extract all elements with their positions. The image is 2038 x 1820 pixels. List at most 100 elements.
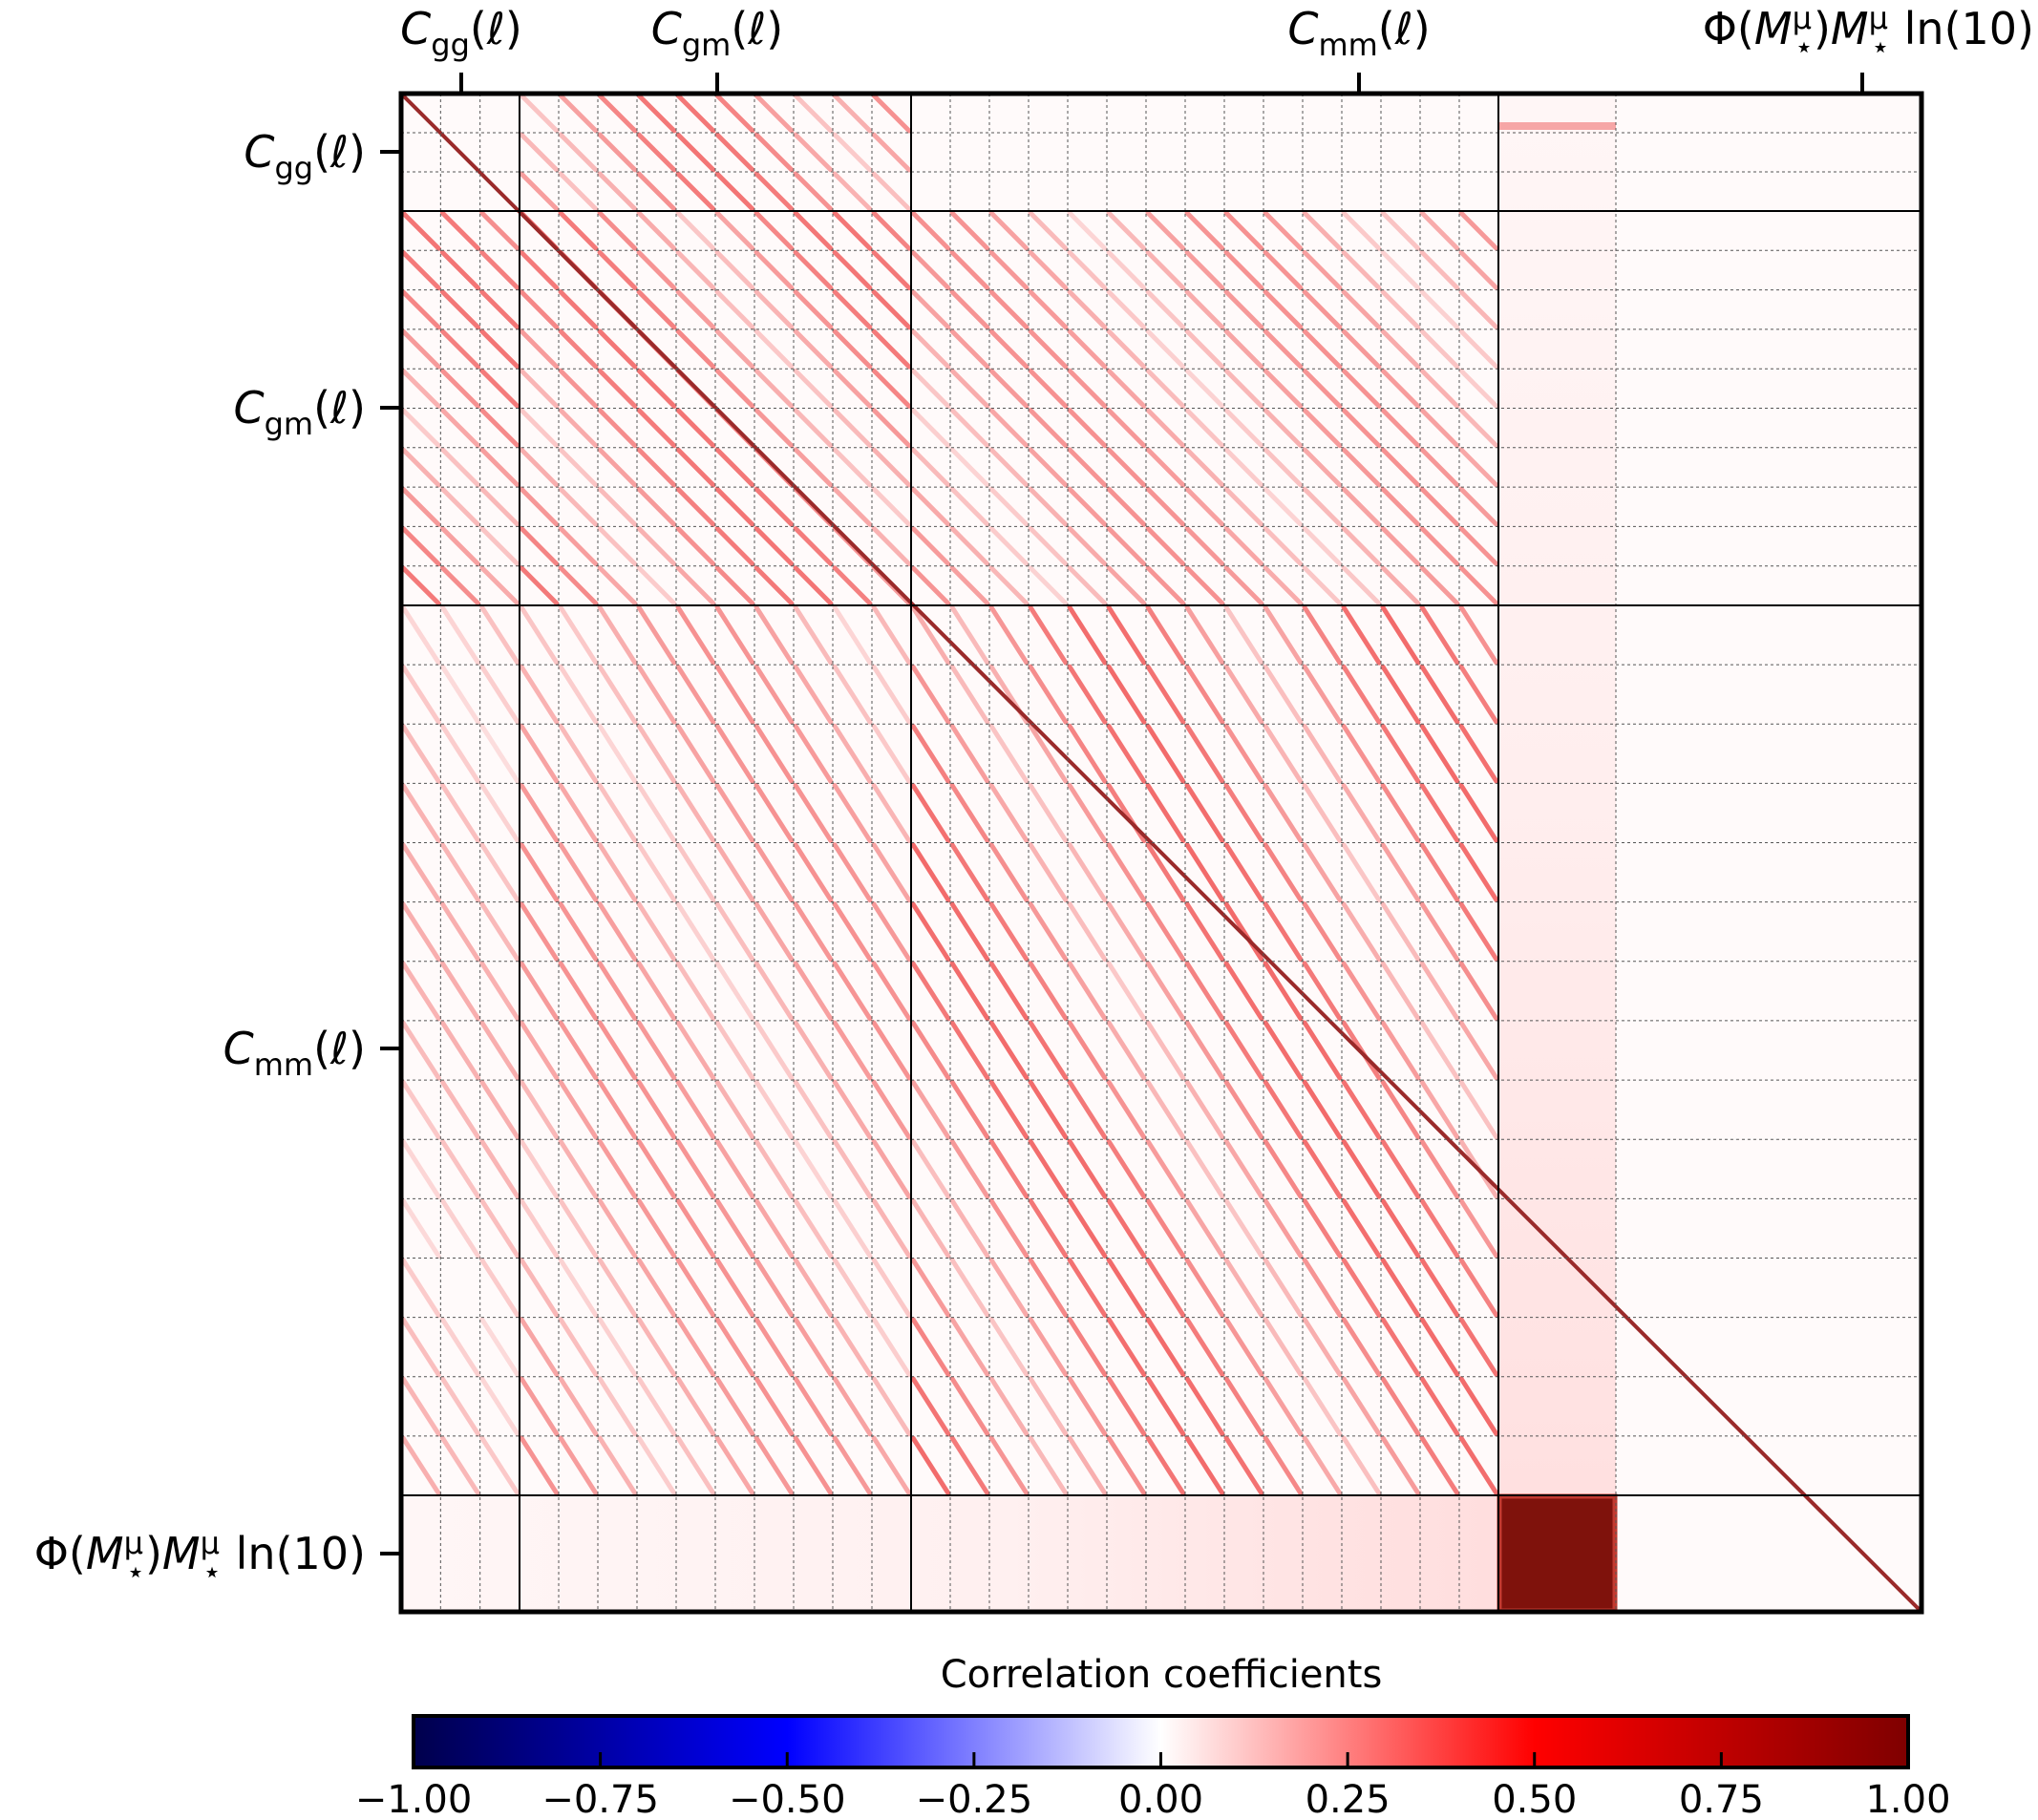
stripe	[714, 289, 755, 330]
stripe	[558, 901, 599, 963]
stripe	[1419, 1376, 1460, 1437]
stripe	[871, 486, 912, 527]
stripe	[1106, 1197, 1147, 1259]
stripe	[832, 210, 873, 251]
stripe	[597, 842, 638, 903]
stripe	[1067, 1376, 1108, 1437]
stripe	[597, 664, 638, 725]
stripe	[1106, 447, 1147, 488]
stripe	[871, 368, 912, 409]
stripe	[1106, 1079, 1147, 1140]
stripe	[832, 1138, 873, 1199]
stripe	[871, 1435, 912, 1496]
stripe	[1341, 289, 1382, 330]
stripe	[1145, 328, 1186, 370]
stripe	[1145, 1317, 1186, 1378]
stripe	[1341, 961, 1382, 1022]
stripe	[1263, 447, 1304, 488]
stripe	[871, 289, 912, 330]
stripe	[1184, 447, 1225, 488]
stripe	[1067, 1079, 1108, 1140]
label-tail: (ℓ)	[1378, 3, 1431, 54]
stripe	[519, 1197, 560, 1259]
stripe	[1184, 408, 1225, 449]
stripe	[793, 328, 834, 370]
stripe	[401, 1376, 441, 1437]
stripe	[793, 210, 834, 251]
stripe	[519, 664, 560, 725]
stripe	[1223, 782, 1264, 843]
stripe	[1028, 1197, 1069, 1259]
stripe	[910, 901, 951, 963]
stripe	[1458, 210, 1499, 251]
stripe	[1184, 664, 1225, 725]
stripe	[558, 1197, 599, 1259]
stripe	[1106, 961, 1147, 1022]
stripe	[949, 210, 990, 251]
stripe	[401, 447, 441, 488]
stripe	[871, 94, 912, 134]
stripe	[714, 486, 755, 527]
stripe	[1106, 565, 1147, 606]
stripe	[1145, 565, 1186, 606]
stripe	[714, 1197, 755, 1259]
label-part: μ	[201, 1525, 220, 1561]
label-part: ln(10)	[1890, 3, 2034, 54]
stripe	[1263, 1020, 1304, 1081]
stripe	[793, 1197, 834, 1259]
stripe	[1263, 486, 1304, 527]
stripe	[1302, 1138, 1343, 1199]
stripe	[871, 842, 912, 903]
stripe	[832, 408, 873, 449]
stripe	[1263, 289, 1304, 330]
label-part: ⋆	[1871, 29, 1890, 65]
stripe	[949, 1079, 990, 1140]
stripe	[479, 565, 520, 606]
stripe	[675, 961, 716, 1022]
stripe	[793, 842, 834, 903]
stripe	[558, 1020, 599, 1081]
stripe	[1028, 664, 1069, 725]
stripe	[1341, 723, 1382, 784]
stripe	[1067, 447, 1108, 488]
label-tail: (ℓ)	[731, 3, 783, 54]
label-sub: mm	[1318, 27, 1377, 63]
stripe	[1419, 1079, 1460, 1140]
stripe	[636, 604, 677, 666]
stripe	[714, 328, 755, 370]
stripe	[988, 1258, 1030, 1319]
stripe	[1067, 842, 1108, 903]
stripe	[675, 132, 716, 173]
stripe	[597, 210, 638, 251]
stripe	[1184, 565, 1225, 606]
stripe	[754, 1197, 795, 1259]
stripe	[714, 782, 755, 843]
stripe	[1263, 368, 1304, 409]
stripe	[1419, 447, 1460, 488]
stripe	[1106, 328, 1147, 370]
stripe	[1184, 1197, 1225, 1259]
stripe	[1341, 901, 1382, 963]
stripe	[1145, 1258, 1186, 1319]
stripe	[479, 723, 520, 784]
stripe	[832, 1317, 873, 1378]
stripe	[1067, 525, 1108, 567]
stripe	[597, 447, 638, 488]
stripe	[832, 664, 873, 725]
stripe	[1341, 565, 1382, 606]
stripe	[558, 328, 599, 370]
stripe	[558, 1138, 599, 1199]
stripe	[832, 961, 873, 1022]
stripe	[1184, 289, 1225, 330]
stripe	[1341, 447, 1382, 488]
stripe	[832, 486, 873, 527]
stripe	[1145, 1197, 1186, 1259]
stripe	[401, 249, 441, 291]
stripe	[1184, 1317, 1225, 1378]
stripe	[479, 961, 520, 1022]
stripe	[597, 723, 638, 784]
stripe	[401, 1197, 441, 1259]
stripe	[1184, 486, 1225, 527]
stripe	[636, 782, 677, 843]
stripe	[558, 447, 599, 488]
